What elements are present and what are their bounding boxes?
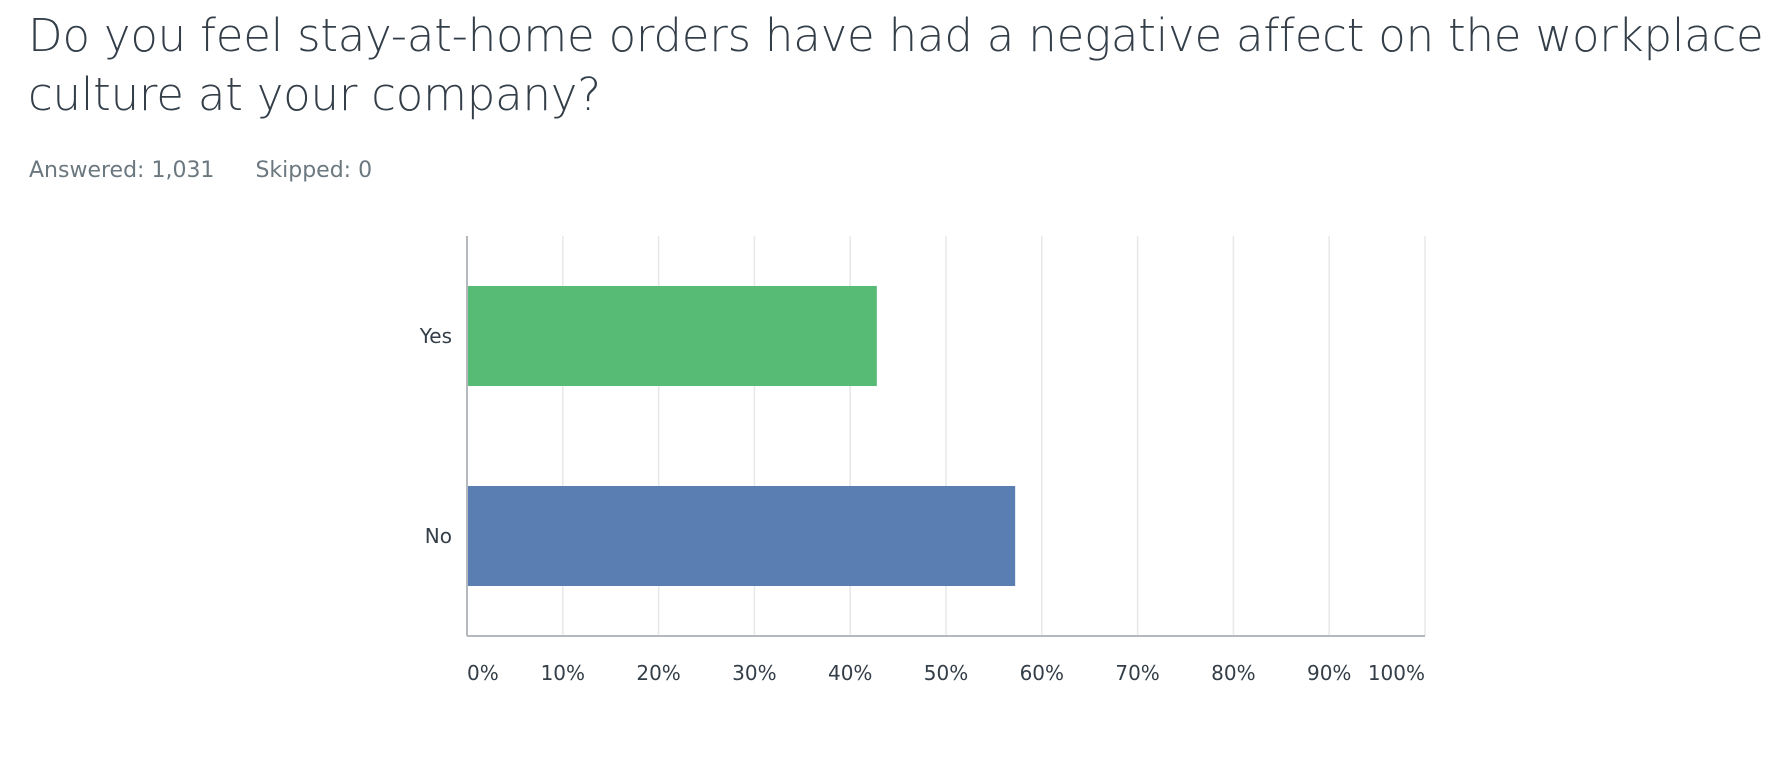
answered-count: Answered: 1,031 bbox=[29, 158, 215, 183]
category-label: No bbox=[425, 524, 452, 548]
x-tick-label: 0% bbox=[467, 661, 499, 685]
question-title: Do you feel stay-at-home orders have had… bbox=[28, 9, 1764, 121]
bar-yes bbox=[467, 286, 877, 386]
x-tick-label: 50% bbox=[924, 661, 968, 685]
x-tick-label: 40% bbox=[828, 661, 872, 685]
x-tick-label: 10% bbox=[541, 661, 585, 685]
x-tick-label: 30% bbox=[732, 661, 776, 685]
x-tick-label: 20% bbox=[636, 661, 680, 685]
category-label: Yes bbox=[419, 324, 452, 348]
x-tick-label: 80% bbox=[1211, 661, 1255, 685]
x-tick-label: 60% bbox=[1020, 661, 1064, 685]
response-stats: Answered: 1,031 Skipped: 0 bbox=[29, 158, 372, 183]
x-tick-label: 90% bbox=[1307, 661, 1351, 685]
x-tick-label: 100% bbox=[1368, 661, 1425, 685]
x-tick-label: 70% bbox=[1115, 661, 1159, 685]
bar-no bbox=[467, 486, 1016, 586]
skipped-count: Skipped: 0 bbox=[255, 158, 373, 183]
